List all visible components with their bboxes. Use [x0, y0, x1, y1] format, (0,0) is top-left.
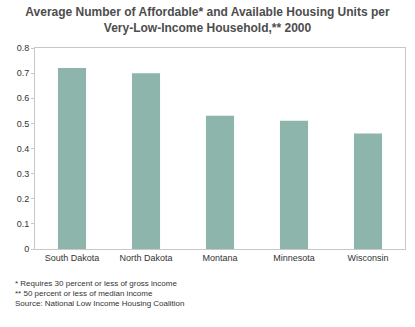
- svg-text:Source: National Low Income Ho: Source: National Low Income Housing Coal…: [15, 299, 184, 308]
- svg-text:0.7: 0.7: [17, 68, 30, 78]
- svg-text:0.6: 0.6: [17, 93, 30, 103]
- svg-text:0.4: 0.4: [17, 144, 30, 154]
- svg-text:Wisconsin: Wisconsin: [347, 253, 388, 263]
- svg-text:0.8: 0.8: [17, 43, 30, 53]
- svg-text:0.2: 0.2: [17, 194, 30, 204]
- svg-text:Montana: Montana: [202, 253, 237, 263]
- svg-text:Minnesota: Minnesota: [273, 253, 315, 263]
- svg-text:0: 0: [24, 244, 29, 254]
- svg-text:Average Number of Affordable*: Average Number of Affordable* and Availa…: [25, 5, 390, 35]
- svg-text:** 50 percent or less of media: ** 50 percent or less of median income: [15, 289, 153, 298]
- svg-text:0.3: 0.3: [17, 169, 30, 179]
- svg-text:0.1: 0.1: [17, 219, 30, 229]
- svg-text:* Requires 30 percent or less: * Requires 30 percent or less of gross i…: [15, 279, 177, 288]
- svg-text:North Dakota: North Dakota: [119, 253, 172, 263]
- svg-text:South Dakota: South Dakota: [45, 253, 100, 263]
- svg-text:0.5: 0.5: [17, 119, 30, 129]
